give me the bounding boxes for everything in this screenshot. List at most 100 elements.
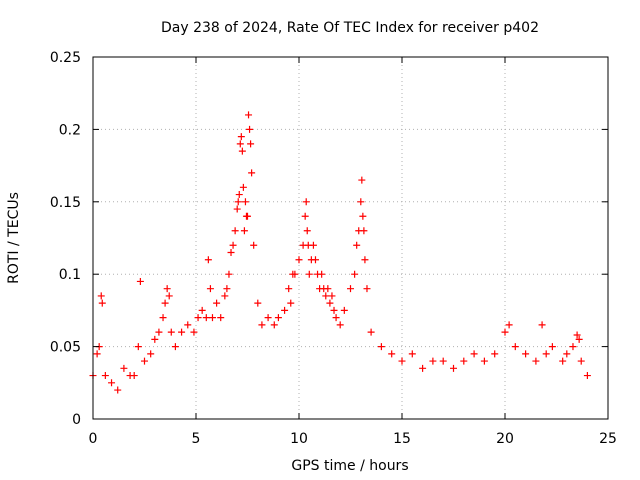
plot-frame <box>92 56 609 420</box>
data-point <box>511 343 519 351</box>
data-point <box>163 285 171 293</box>
y-axis-ticks: 0 0.05 0.1 0.15 0.2 0.25 <box>50 50 608 428</box>
data-point <box>198 306 206 314</box>
data-point <box>161 299 169 307</box>
x-tick-label: 5 <box>192 431 201 447</box>
data-point <box>340 306 348 314</box>
data-point <box>101 372 109 380</box>
data-point <box>358 176 366 184</box>
data-point <box>538 321 546 329</box>
data-point <box>217 314 225 322</box>
data-point <box>225 270 233 278</box>
data-point <box>171 343 179 351</box>
data-point <box>134 343 142 351</box>
data-point <box>429 357 437 365</box>
x-tick-label: 25 <box>599 431 617 447</box>
data-point <box>254 299 262 307</box>
grid-lines <box>93 57 608 419</box>
data-point <box>159 314 167 322</box>
data-point <box>245 111 253 119</box>
data-point <box>367 328 375 336</box>
data-point <box>237 133 245 141</box>
data-point <box>206 285 214 293</box>
data-point <box>336 321 344 329</box>
data-point <box>450 364 457 372</box>
data-point <box>108 379 116 387</box>
data-point <box>559 357 567 365</box>
data-point <box>167 328 175 336</box>
data-point <box>363 285 371 293</box>
x-axis-label: GPS time / hours <box>291 458 408 474</box>
data-point <box>439 357 447 365</box>
data-point <box>309 241 317 249</box>
data-point <box>330 306 338 314</box>
data-point <box>563 350 571 358</box>
data-point <box>311 256 319 264</box>
data-point <box>419 364 427 372</box>
data-point <box>235 191 243 199</box>
data-point <box>353 241 361 249</box>
data-point <box>302 198 310 206</box>
data-point <box>241 198 249 206</box>
data-point <box>190 328 198 336</box>
data-point <box>204 256 212 264</box>
data-point <box>281 306 289 314</box>
y-tick-label: 0.2 <box>59 122 81 138</box>
x-tick-label: 10 <box>290 431 308 447</box>
data-point <box>98 299 106 307</box>
data-point <box>136 277 144 285</box>
data-point <box>501 328 509 336</box>
data-point <box>577 357 585 365</box>
data-point <box>239 183 247 191</box>
data-point <box>295 256 303 264</box>
y-tick-label: 0.05 <box>50 340 81 356</box>
data-point <box>233 205 241 213</box>
y-axis-label: ROTI / TECUs <box>6 192 22 284</box>
data-points <box>89 111 591 394</box>
data-point <box>202 314 210 322</box>
data-point <box>532 357 540 365</box>
data-point <box>213 299 221 307</box>
data-point <box>505 321 513 329</box>
data-point <box>141 357 148 365</box>
x-axis-ticks: 0 5 10 15 20 25 <box>89 57 617 447</box>
data-point <box>301 212 309 220</box>
data-point <box>274 314 282 322</box>
y-tick-label: 0.25 <box>50 50 81 66</box>
data-point <box>178 328 186 336</box>
data-point <box>151 335 159 343</box>
data-point <box>287 299 295 307</box>
data-point <box>522 350 530 358</box>
data-point <box>229 241 237 249</box>
data-point <box>250 241 258 249</box>
data-point <box>291 270 299 278</box>
data-point <box>548 343 556 351</box>
data-point <box>270 321 278 329</box>
data-point <box>583 372 591 380</box>
data-point <box>234 198 242 206</box>
data-point <box>332 314 340 322</box>
data-point <box>347 285 354 293</box>
data-point <box>318 270 326 278</box>
x-tick-label: 20 <box>496 431 514 447</box>
x-tick-label: 15 <box>393 431 411 447</box>
data-point <box>351 270 359 278</box>
data-point <box>569 343 577 351</box>
data-point <box>147 350 155 358</box>
x-tick-label: 0 <box>89 431 98 447</box>
data-point <box>480 357 488 365</box>
data-point <box>324 285 332 293</box>
data-point <box>408 350 416 358</box>
data-point <box>223 285 231 293</box>
data-point <box>165 292 173 300</box>
data-point <box>114 386 122 394</box>
data-point <box>208 314 216 322</box>
data-point <box>326 299 334 307</box>
data-point <box>264 314 272 322</box>
data-point <box>573 331 581 339</box>
data-point <box>359 212 367 220</box>
data-point <box>357 198 365 206</box>
data-point <box>258 321 266 329</box>
data-point <box>155 328 163 336</box>
